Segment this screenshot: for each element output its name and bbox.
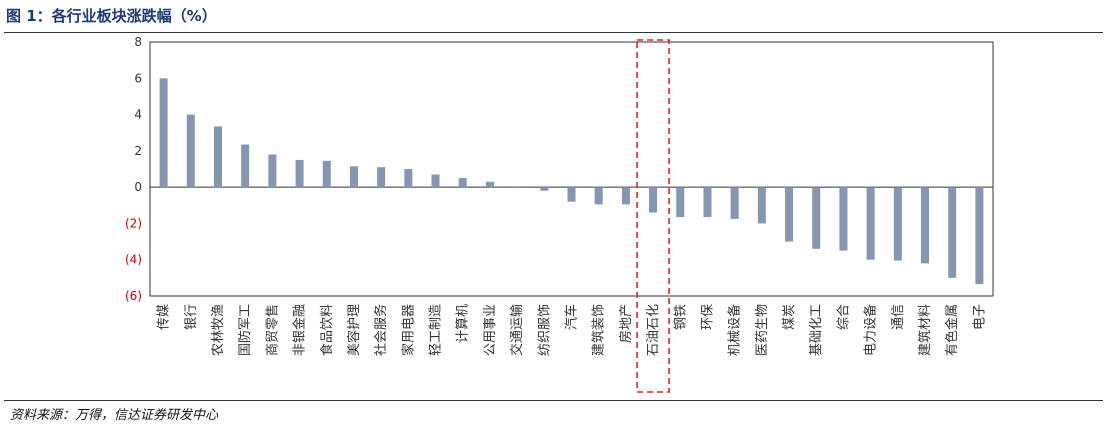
- x-tick-label: 电子: [972, 304, 987, 330]
- figure-header: 图 1：各行业板块涨跌幅（%）: [0, 0, 1107, 30]
- x-tick-label: 美容护理: [346, 304, 362, 356]
- x-tick-label: 食品饮料: [319, 304, 335, 356]
- top-divider: [4, 32, 1103, 33]
- bar-19: [676, 187, 685, 218]
- y-tick-label: 8: [134, 36, 142, 49]
- bar-28: [921, 187, 930, 264]
- highlight-box: [636, 39, 670, 393]
- figure-title: 图 1：各行业板块涨跌幅（%）: [6, 7, 217, 25]
- x-tick-label: 通信: [891, 304, 906, 330]
- bar-16: [594, 187, 603, 205]
- bar-10: [431, 174, 440, 188]
- bar-17: [621, 187, 630, 205]
- x-tick-label: 农林牧渔: [211, 304, 226, 356]
- bar-1: [186, 114, 195, 188]
- x-tick-label: 石油石化: [646, 304, 661, 356]
- bar-12: [485, 181, 494, 188]
- bar-8: [377, 167, 386, 188]
- bar-13: [513, 186, 522, 188]
- bar-20: [703, 187, 712, 218]
- y-tick-label: (6): [125, 289, 142, 303]
- x-tick-label: 公用事业: [483, 304, 498, 356]
- x-tick-label: 有色金属: [944, 304, 960, 356]
- bar-26: [866, 187, 875, 260]
- x-tick-label: 商贸零售: [264, 304, 280, 356]
- bar-6: [322, 160, 331, 188]
- x-tick-label: 房地产: [618, 304, 634, 343]
- y-tick-label: 4: [134, 108, 142, 122]
- x-tick-label: 建筑材料: [917, 304, 933, 356]
- y-tick-label: (2): [125, 216, 142, 230]
- x-tick-label: 交通运输: [509, 304, 525, 356]
- bar-23: [785, 187, 794, 242]
- highlight-dashed-box: [636, 39, 670, 393]
- bar-11: [458, 178, 467, 188]
- x-axis-labels: 传媒 银行 农林牧渔 国防军工 商贸零售 非银金融 食品饮料 美容护理 社会服务 家用电器 轻工制造…: [157, 304, 988, 356]
- y-axis: 8 6 4 2 0 (2) (4) (6): [125, 36, 142, 303]
- x-tick-label: 电力设备: [863, 304, 879, 356]
- x-tick-label: 非银金融: [292, 304, 308, 356]
- x-tick-label: 社会服务: [373, 304, 389, 356]
- bar-3: [241, 144, 250, 188]
- bar-14: [540, 187, 549, 191]
- bar-15: [567, 187, 576, 202]
- x-tick-label: 环保: [700, 304, 715, 330]
- x-tick-label: 家用电器: [400, 304, 416, 356]
- x-tick-label: 建筑装饰: [591, 304, 607, 356]
- source-note: 资料来源：万得，信达证券研发中心: [10, 408, 219, 423]
- x-tick-label: 机械设备: [727, 304, 743, 356]
- plot-frame: [149, 41, 994, 297]
- bar-4: [268, 154, 277, 188]
- plot-area: [149, 41, 994, 297]
- bar-21: [730, 187, 739, 219]
- bar-9: [404, 169, 413, 188]
- y-tick-label: 0: [134, 180, 142, 194]
- bar-7: [349, 166, 358, 188]
- bar-30: [975, 187, 984, 285]
- bar-29: [948, 187, 957, 278]
- bar-5: [295, 159, 304, 188]
- y-tick-label: 6: [134, 71, 142, 85]
- bottom-divider: [4, 400, 1103, 401]
- bar-18: [649, 187, 658, 213]
- x-tick-label: 基础化工: [809, 304, 824, 356]
- x-tick-label: 银行: [184, 304, 199, 330]
- x-tick-label: 计算机: [456, 304, 471, 343]
- bar-24: [812, 187, 821, 249]
- x-tick-label: 煤炭: [782, 304, 797, 330]
- bar-27: [893, 187, 902, 261]
- x-tick-label: 轻工制造: [429, 304, 444, 356]
- x-tick-label: 汽车: [564, 304, 580, 330]
- bar-25: [839, 187, 848, 251]
- y-tick-label: 2: [134, 144, 142, 158]
- y-tick-label: (4): [125, 253, 142, 267]
- x-tick-label: 综合: [836, 304, 851, 330]
- bar-chart: 8 6 4 2 0 (2) (4) (6) 传媒 银行 农林牧渔 国防军工 商贸零售 非银金融 食品饮料美…: [125, 36, 994, 393]
- bars: [159, 78, 984, 285]
- x-tick-label: 传媒: [157, 304, 172, 330]
- x-tick-label: 纺织服饰: [537, 304, 552, 356]
- bar-2: [213, 126, 222, 188]
- bar-22: [757, 187, 766, 224]
- x-tick-label: 国防军工: [237, 304, 253, 356]
- x-tick-label: 钢铁: [673, 304, 688, 330]
- x-tick-label: 医药生物: [755, 304, 770, 356]
- bar-0: [159, 78, 168, 188]
